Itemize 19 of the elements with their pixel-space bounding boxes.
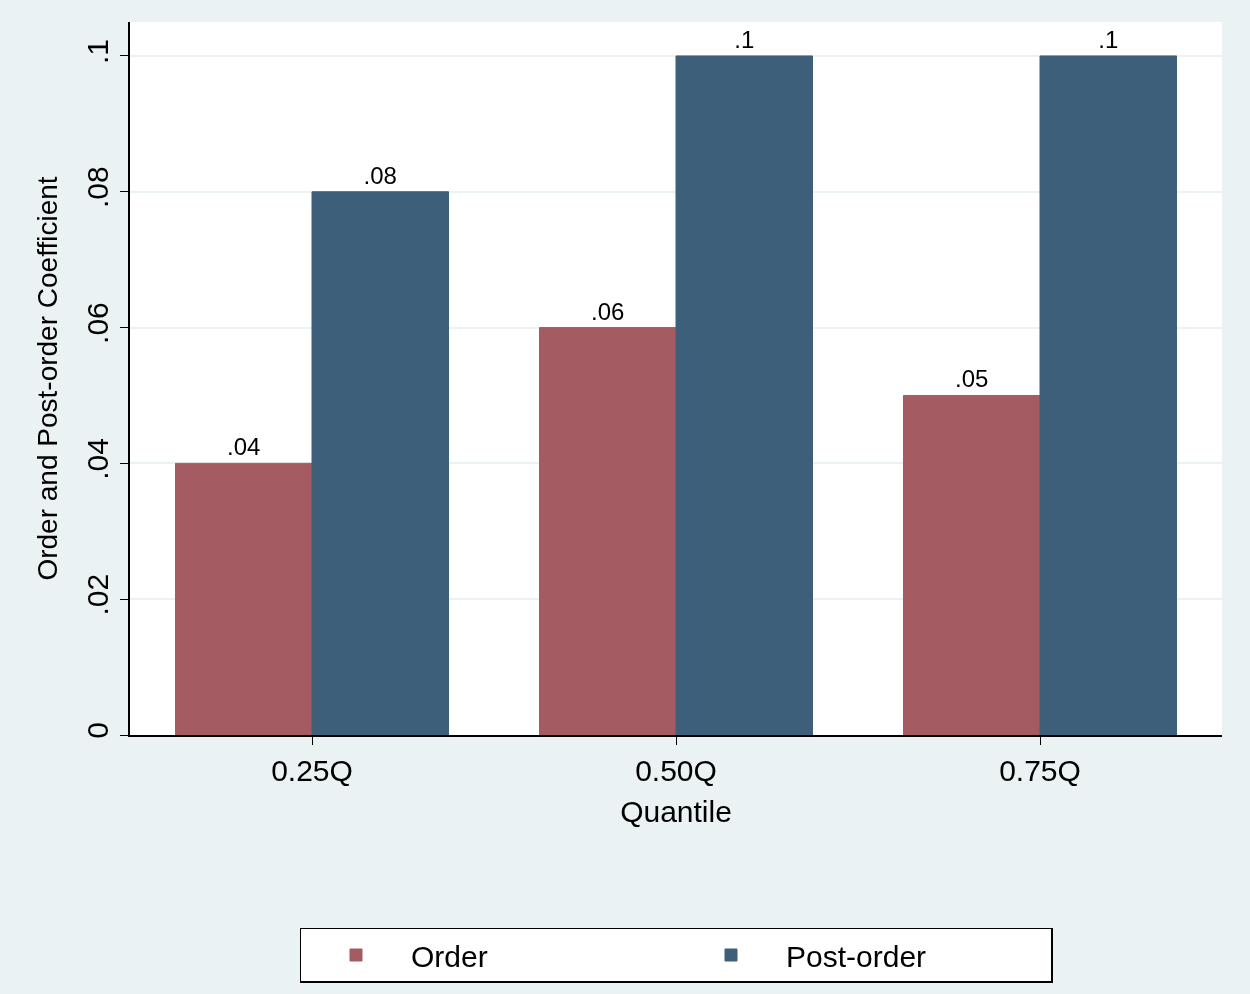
- data-label: .1: [1098, 25, 1119, 53]
- data-label: .06: [591, 297, 625, 325]
- y-tick-label: .02: [81, 573, 115, 616]
- legend-label: Post-order: [786, 939, 927, 973]
- y-tick-label: .1: [81, 38, 115, 64]
- x-axis-title: Quantile: [620, 794, 732, 828]
- data-label: .1: [734, 25, 755, 53]
- data-label: .04: [227, 433, 261, 461]
- x-tick-label: 0.25Q: [271, 753, 353, 787]
- x-tick-label: 0.50Q: [635, 753, 717, 787]
- y-tick-label: .08: [81, 166, 115, 209]
- legend-label: Order: [411, 939, 488, 973]
- data-label: .05: [955, 365, 989, 393]
- y-axis-title: Order and Post-order Coefficient: [32, 176, 64, 581]
- y-tick-label: .06: [81, 302, 115, 344]
- y-tick-label: 0: [81, 722, 115, 739]
- x-tick-label: 0.75Q: [999, 753, 1081, 787]
- data-label: .08: [363, 161, 397, 189]
- y-tick-label: .04: [81, 438, 115, 480]
